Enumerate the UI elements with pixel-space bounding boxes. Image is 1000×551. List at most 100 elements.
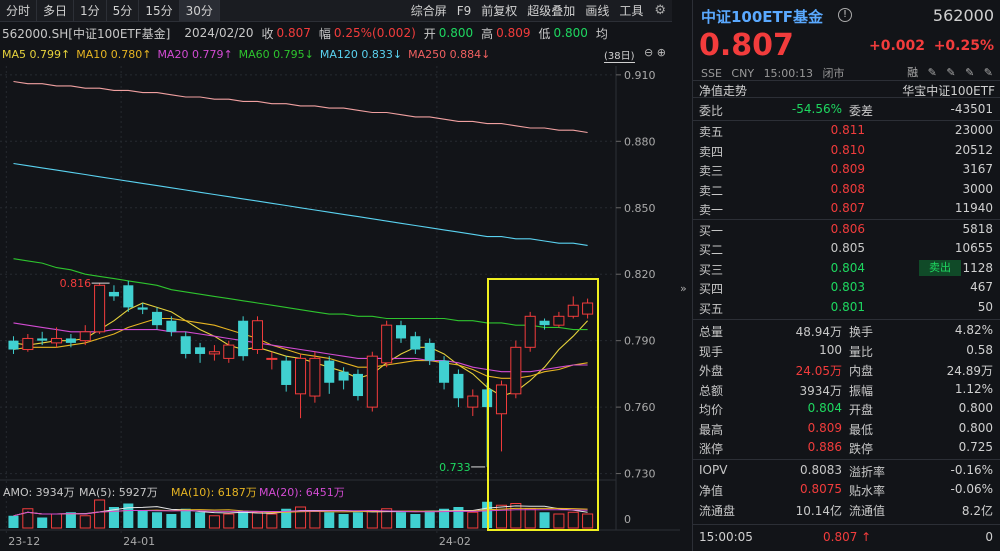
weicha-value: -43501 [950, 102, 993, 116]
candle-body [338, 371, 349, 381]
weibi-value: -54.56% [791, 102, 842, 116]
toolbar-button[interactable]: F9 [456, 3, 472, 18]
volume-bar [223, 513, 235, 529]
fund-stat-label: 流通盘 [699, 503, 736, 518]
bid-price: 0.801 [830, 299, 865, 314]
ma-controls[interactable]: ⊖ ⊕ [644, 46, 666, 59]
ask-volume: 3000 [962, 181, 993, 196]
nav-trend-bar[interactable]: 净值走势 华宝中证100ETF [693, 80, 1000, 98]
volume-bar [567, 511, 579, 529]
bid-row: 买四 0.803 467 [693, 278, 1000, 298]
bid-label: 买二 [699, 243, 724, 257]
period-tab[interactable]: 多日 [37, 0, 75, 22]
bid-volume: 10655 [954, 241, 993, 255]
edit-icons[interactable]: 融 ✎ ✎ ✎ ✎ [907, 66, 996, 79]
ma250-legend: MA250 0.884↓ [408, 47, 491, 61]
candle-body [295, 357, 307, 395]
stat-label: 均价 [699, 403, 724, 417]
volume-bar [582, 513, 594, 529]
current-price: 0.807 [699, 28, 794, 63]
weibi-label: 委比 [699, 104, 724, 118]
period-tab[interactable]: 30分 [179, 0, 220, 22]
info-icon[interactable]: ! [838, 8, 852, 22]
ask-volume: 20512 [954, 142, 993, 157]
bid-price: 0.806 [830, 221, 865, 236]
stat-value: 0.800 [958, 401, 993, 415]
range-value: 0.25%(0.002) [333, 26, 416, 40]
bid-volume: 50 [977, 299, 993, 314]
candle-body [208, 351, 220, 355]
status-time: 15:00:05 [699, 530, 753, 544]
weibi-row: 委比 -54.56% 委差 -43501 [693, 100, 1000, 120]
ask-price: 0.808 [830, 181, 865, 196]
volume-bar [251, 511, 264, 529]
y-tick-label: 0.880 [624, 135, 656, 148]
volume-bar [94, 499, 106, 529]
ask-volume: 11940 [954, 201, 993, 215]
exchange-label: SSE [701, 67, 722, 80]
stat-label: 振幅 [849, 383, 874, 398]
bid-volume: 467 [970, 280, 993, 294]
open-value: 0.800 [438, 26, 474, 40]
volume-bar [467, 511, 479, 529]
ask-row: 卖五 0.811 23000 [693, 121, 1000, 141]
bar-count-label[interactable]: (38日) [604, 47, 635, 63]
kline-chart[interactable]: 0.910 0.880 0.850 0.820 0.790 0.760 0.730 23-12… [0, 0, 680, 551]
stat-value: 0.809 [807, 420, 842, 435]
ask-label: 卖一 [699, 203, 724, 217]
toolbar-button[interactable]: 综合屏 [410, 3, 447, 18]
stat-value: 0.800 [958, 420, 993, 435]
minus-icon[interactable]: ⊖ [644, 46, 654, 59]
volume-ma20-line [13, 509, 588, 517]
bid-volume: 1128 [962, 260, 993, 275]
ma120-legend: MA120 0.833↓ [319, 47, 403, 61]
fund-stat-label: 流通值 [849, 503, 886, 518]
bid-label: 买四 [699, 282, 724, 296]
ma60-line [13, 258, 588, 331]
candle-body [495, 384, 508, 415]
toolbar-button[interactable]: 画线 [585, 3, 610, 18]
plus-icon[interactable]: ⊕ [656, 46, 666, 59]
low-label: 低 [538, 26, 551, 41]
ask-label: 卖二 [699, 183, 724, 198]
candle-body [180, 336, 191, 354]
chart-toolbar: 分时 多日 1分 5分 15分 30分 综合屏 F9 前复权 超级叠加 画线 工具 ⚙ [0, 0, 672, 22]
stat-label: 跌停 [849, 442, 874, 456]
candle-body [195, 347, 206, 354]
stock-code: 562000 [932, 6, 994, 25]
stat-label: 量比 [849, 344, 874, 359]
market-status: 闭市 [822, 67, 845, 80]
stat-value: 1.12% [954, 381, 993, 396]
candle-body [381, 324, 393, 364]
period-tab[interactable]: 15分 [139, 0, 180, 22]
toolbar-button[interactable]: 工具 [619, 3, 644, 18]
status-bar: 15:00:05 0.807 ↑ 0 [693, 524, 1000, 551]
status-price: 0.807 ↑ [823, 530, 872, 544]
candle-body [108, 291, 119, 297]
period-tab[interactable]: 5分 [107, 0, 140, 22]
volume-legend-amo: AMO: 3934万 [3, 486, 75, 499]
currency-label: CNY [731, 67, 755, 80]
ask-label: 卖五 [699, 125, 724, 139]
toolbar-button[interactable]: 前复权 [481, 3, 518, 18]
stat-label: 内盘 [849, 364, 874, 378]
period-tab[interactable]: 1分 [74, 0, 107, 22]
candle-body [567, 304, 579, 317]
candle-body [582, 302, 594, 315]
candle-body [37, 338, 48, 341]
collapse-arrow-icon[interactable]: » [680, 282, 687, 295]
candle-body [137, 307, 148, 310]
period-tab[interactable]: 分时 [0, 0, 38, 22]
volume-legend-ma20: MA(20): 6451万 [259, 486, 345, 499]
toolbar-button[interactable]: 超级叠加 [527, 3, 576, 18]
volume-bar [524, 508, 536, 529]
y-tick-label: 0.730 [624, 468, 656, 481]
candle-body [238, 320, 249, 357]
settings-gear-icon[interactable]: ⚙ [654, 3, 666, 18]
volume-bar [309, 510, 321, 529]
bid-price: 0.803 [830, 280, 865, 294]
volume-bar [495, 504, 508, 529]
stat-row: 均价 0.804 开盘 0.800 [693, 399, 1000, 419]
candle-body [266, 357, 278, 360]
stat-label: 外盘 [699, 364, 724, 378]
